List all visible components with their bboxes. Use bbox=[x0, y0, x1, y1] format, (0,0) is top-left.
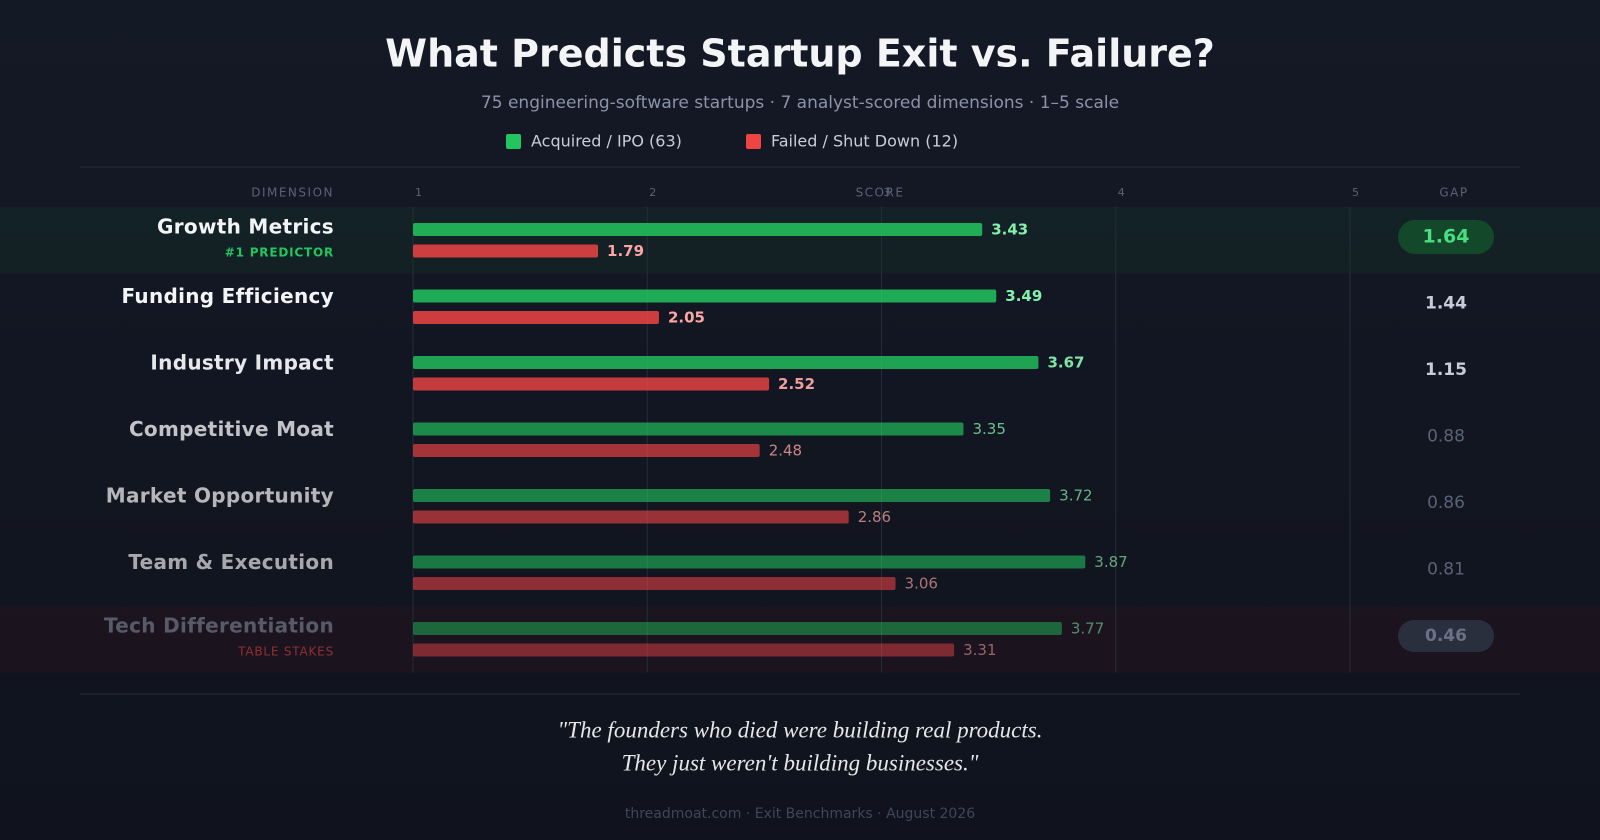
bar bbox=[413, 422, 964, 436]
value-label: 3.72 bbox=[1059, 487, 1092, 505]
x-tick-label: 5 bbox=[1352, 186, 1359, 199]
bar bbox=[413, 444, 760, 457]
row: Competitive Moat 3.35 2.48 bbox=[129, 417, 1006, 460]
category-label: Industry Impact bbox=[150, 351, 334, 375]
row: Industry Impact 3.67 2.52 bbox=[150, 351, 1084, 394]
gap-value: 1.15 bbox=[1425, 360, 1467, 380]
value-label: 2.05 bbox=[668, 309, 705, 327]
gap-value: 0.86 bbox=[1427, 493, 1465, 513]
gap-pill bbox=[1398, 620, 1494, 652]
footer: threadmoat.com · Exit Benchmarks · Augus… bbox=[625, 806, 975, 822]
row: Growth Metrics #1 PREDICTOR 3.43 1.79 bbox=[157, 215, 1028, 261]
category-label: Growth Metrics bbox=[157, 215, 334, 239]
bar bbox=[413, 311, 659, 324]
row-highlight bbox=[0, 606, 1600, 673]
legend-swatch bbox=[506, 134, 521, 149]
category-note: #1 PREDICTOR bbox=[225, 246, 334, 260]
quote-line: "The founders who died were building rea… bbox=[558, 717, 1043, 742]
bar bbox=[413, 489, 1051, 502]
bar bbox=[413, 356, 1039, 369]
value-label: 3.06 bbox=[905, 575, 938, 593]
chart-title: What Predicts Startup Exit vs. Failure? bbox=[385, 32, 1215, 76]
gap-header: GAP bbox=[1439, 186, 1468, 200]
x-tick-label: 4 bbox=[1118, 186, 1125, 199]
row: Tech Differentiation TABLE STAKES 3.77 3.31 bbox=[104, 614, 1104, 660]
x-tick-label: 1 bbox=[415, 186, 422, 199]
value-label: 3.67 bbox=[1047, 354, 1084, 372]
bar bbox=[413, 510, 849, 524]
value-label: 3.77 bbox=[1071, 620, 1104, 638]
bar bbox=[413, 377, 770, 391]
gap-value: 1.44 bbox=[1425, 294, 1467, 314]
value-label: 3.35 bbox=[972, 420, 1005, 438]
bar bbox=[413, 643, 955, 657]
row-highlight bbox=[0, 207, 1600, 274]
legend-swatch bbox=[746, 134, 761, 149]
value-label: 3.43 bbox=[991, 221, 1028, 239]
bar bbox=[413, 289, 997, 303]
category-label: Team & Execution bbox=[128, 550, 334, 574]
bar bbox=[413, 244, 599, 258]
row: Team & Execution 3.87 3.06 bbox=[128, 550, 1127, 593]
bar bbox=[413, 577, 896, 590]
category-label: Market Opportunity bbox=[106, 484, 334, 508]
bar bbox=[413, 223, 983, 236]
value-label: 2.86 bbox=[858, 508, 891, 526]
row: Market Opportunity 3.72 2.86 bbox=[106, 484, 1093, 527]
bar bbox=[413, 555, 1086, 569]
value-label: 3.87 bbox=[1094, 553, 1127, 571]
gap-value: 0.88 bbox=[1427, 427, 1465, 447]
chart-subtitle: 75 engineering-software startups · 7 ana… bbox=[481, 93, 1119, 113]
legend-label: Failed / Shut Down (12) bbox=[771, 132, 958, 151]
x-axis-label: SCORE bbox=[856, 186, 905, 200]
quote-line: They just weren't building businesses." bbox=[622, 750, 979, 775]
category-label: Tech Differentiation bbox=[104, 614, 334, 638]
x-tick-label: 3 bbox=[884, 186, 891, 199]
gap-value: 0.81 bbox=[1427, 560, 1465, 580]
value-label: 3.31 bbox=[963, 641, 996, 659]
value-label: 3.49 bbox=[1005, 287, 1042, 305]
category-label: Funding Efficiency bbox=[121, 284, 334, 308]
x-tick-label: 2 bbox=[649, 186, 656, 199]
gap-value: 0.46 bbox=[1425, 626, 1467, 646]
category-note: TABLE STAKES bbox=[237, 645, 334, 659]
legend-label: Acquired / IPO (63) bbox=[531, 132, 682, 151]
value-label: 1.79 bbox=[607, 242, 644, 260]
value-label: 2.52 bbox=[778, 375, 815, 393]
bar bbox=[413, 622, 1062, 635]
category-header: DIMENSION bbox=[251, 186, 334, 200]
gap-value: 1.64 bbox=[1423, 226, 1470, 248]
category-label: Competitive Moat bbox=[129, 417, 334, 441]
row: Funding Efficiency 3.49 2.05 bbox=[121, 284, 1042, 327]
value-label: 2.48 bbox=[769, 442, 802, 460]
gap-pill bbox=[1398, 220, 1494, 254]
